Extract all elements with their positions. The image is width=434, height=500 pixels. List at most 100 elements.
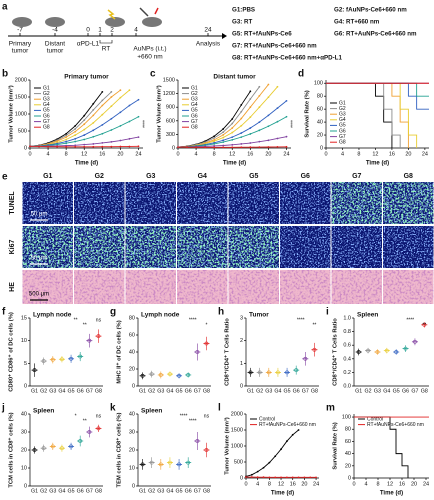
significance: ****	[189, 418, 197, 424]
dot	[41, 446, 46, 451]
point	[119, 89, 122, 92]
mouse-icon	[45, 17, 65, 27]
point	[267, 114, 270, 117]
y-axis-label: TEM cells in CD8⁺ cells (%)	[116, 412, 123, 487]
row-label: Ki67	[9, 240, 16, 255]
day: 2	[110, 27, 114, 34]
point	[137, 136, 140, 139]
dot	[204, 448, 209, 452]
x-tick-label: 8	[268, 481, 271, 487]
day: 4	[134, 27, 138, 34]
dot	[149, 460, 154, 465]
point	[101, 132, 104, 135]
micrograph-texture	[331, 226, 382, 268]
micrograph-texture	[331, 270, 382, 304]
group-legend: G1:PBS G2: fAuNPs-Ce6+660 nm G3: RT G4: …	[232, 7, 417, 62]
bracket	[99, 40, 113, 44]
point	[262, 466, 265, 469]
x-tick-label: G7	[86, 488, 93, 494]
mouse-icon	[142, 17, 162, 27]
micrograph-signal	[383, 182, 434, 224]
point	[74, 137, 77, 140]
point	[258, 85, 261, 88]
x-tick-label: G3	[49, 488, 56, 494]
y-axis-label: CD80⁺ CD86⁺ of DC cells (%)	[8, 312, 15, 392]
point	[285, 145, 288, 148]
timeline-label: +660 nm	[137, 54, 162, 61]
micrograph-signal	[331, 182, 382, 224]
chart: m Survival Rate (%) 0 20 40 60 80 100 0 4 8 12 16 20 2…	[326, 403, 429, 497]
x-tick-label: 8	[65, 151, 68, 157]
y-tick-label: 60	[345, 439, 351, 445]
y-tick-label: 0	[240, 383, 243, 389]
point	[267, 146, 270, 148]
axes	[353, 318, 429, 387]
micrograph-texture	[280, 182, 331, 224]
legend-label: G3	[43, 97, 50, 103]
point	[92, 102, 95, 105]
point	[231, 138, 234, 141]
point	[240, 146, 243, 149]
point	[249, 106, 252, 109]
y-axis-label: Tumor Volume (mm³)	[224, 417, 231, 475]
dot	[149, 372, 154, 377]
point	[276, 107, 279, 110]
x-tick-label: G7	[411, 388, 418, 394]
point	[258, 94, 261, 97]
legend-label: G5	[339, 123, 346, 129]
significance: ns	[96, 413, 102, 419]
dot	[60, 357, 64, 362]
point	[258, 129, 261, 132]
point	[137, 145, 140, 148]
x-tick-label: G7	[194, 388, 201, 394]
point	[285, 440, 288, 443]
point	[256, 470, 259, 473]
y-tick-label: 500	[18, 128, 27, 134]
point	[231, 118, 234, 120]
group-label: G5: RT+fAuNPs-Ce6	[232, 31, 292, 38]
dot	[96, 334, 101, 339]
point	[65, 140, 68, 143]
point	[285, 135, 288, 138]
point	[56, 143, 59, 146]
point	[262, 476, 265, 479]
column-label: G5	[249, 173, 258, 180]
legend-label: G3	[191, 97, 198, 103]
legend-label: G1	[191, 85, 198, 91]
point	[315, 476, 317, 479]
point	[137, 98, 140, 101]
y-tick-label: 1.0	[343, 315, 351, 321]
point	[245, 476, 247, 478]
dot	[177, 462, 181, 467]
point	[74, 125, 77, 127]
x-tick-label: 12	[229, 151, 235, 157]
point	[285, 115, 288, 118]
y-tick-label: 2000	[231, 411, 243, 417]
panel-letter: j	[1, 403, 5, 414]
panel-letter: f	[2, 307, 6, 318]
point	[240, 136, 243, 139]
legend-label: G4	[191, 102, 198, 108]
micrograph-texture	[280, 226, 331, 268]
point	[92, 121, 95, 124]
dot	[186, 373, 191, 377]
timeline-arrow	[222, 33, 227, 39]
point	[101, 145, 104, 148]
dot	[78, 439, 83, 443]
micrograph-texture	[22, 182, 73, 224]
radiation-icon	[107, 9, 116, 20]
dot	[32, 368, 37, 373]
point	[274, 476, 277, 479]
image-panel: e G1 G2 G3 G4 G5 G6 G7 G8 TUNEL 50 μm Ki67 50 μm HE 5…	[2, 172, 434, 304]
micrograph-texture	[228, 270, 279, 304]
point	[231, 127, 234, 129]
point	[110, 91, 113, 93]
point	[249, 90, 252, 93]
x-tick-label: G3	[157, 388, 164, 394]
point	[280, 476, 282, 479]
day: -7	[17, 27, 23, 34]
panel-letter: k	[110, 403, 116, 414]
x-tick-label: G8	[95, 388, 102, 394]
